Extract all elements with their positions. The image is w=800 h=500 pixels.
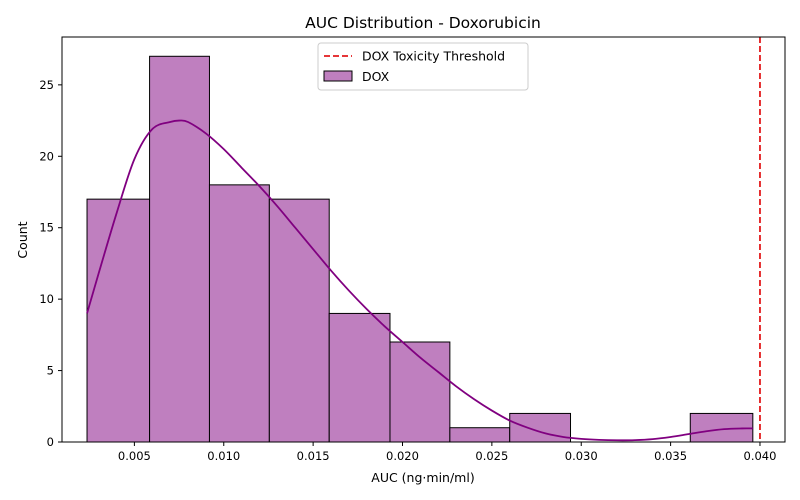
legend-dox-swatch (323, 70, 353, 82)
histogram-bar (86, 198, 151, 443)
x-tick-label: 0.010 (207, 449, 240, 463)
legend-dox-label: DOX (362, 69, 390, 84)
histogram-bar (328, 312, 391, 443)
x-tick-label: 0.020 (386, 449, 419, 463)
x-tick-label: 0.035 (654, 449, 687, 463)
legend-threshold-label: DOX Toxicity Threshold (362, 49, 505, 64)
x-tick-label: 0.030 (565, 449, 598, 463)
x-tick-label: 0.005 (118, 449, 151, 463)
legend: DOX Toxicity Threshold DOX (317, 42, 529, 91)
x-tick-label: 0.040 (744, 449, 777, 463)
y-tick-label: 20 (39, 149, 54, 163)
y-tick-label: 15 (39, 221, 54, 235)
kde-curve (86, 119, 753, 442)
histogram-bar (149, 55, 210, 443)
y-axis-label: Count (15, 221, 30, 258)
histogram-bar (268, 198, 330, 443)
histogram-bar (509, 412, 572, 443)
y-tick-label: 10 (39, 292, 54, 306)
legend-box (317, 42, 529, 91)
x-axis-label: AUC (ng·min/ml) (371, 470, 474, 485)
x-axis-ticks: 0.005 0.010 0.015 0.020 0.025 0.030 0.035 0.040 (118, 442, 777, 463)
y-tick-label: 5 (47, 364, 54, 378)
y-axis-ticks: 0 5 10 15 20 25 (39, 78, 62, 449)
x-tick-label: 0.025 (475, 449, 508, 463)
y-tick-label: 25 (39, 78, 54, 92)
y-tick-label: 0 (47, 435, 54, 449)
x-tick-label: 0.015 (297, 449, 330, 463)
histogram-bar (449, 427, 511, 443)
histogram-bar (208, 184, 270, 443)
plot-frame (61, 36, 786, 443)
chart-title: AUC Distribution - Doxorubicin (305, 14, 541, 32)
